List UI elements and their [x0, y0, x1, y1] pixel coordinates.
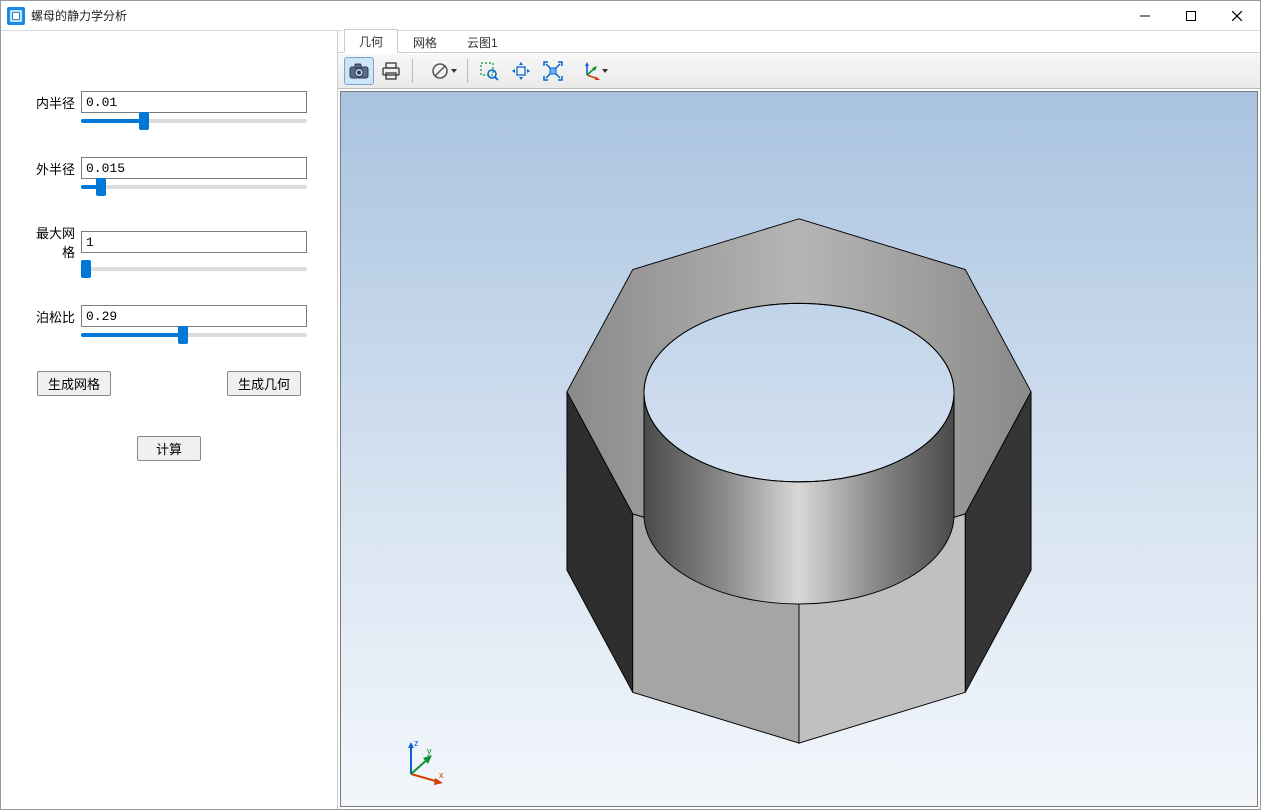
viewport-3d[interactable]: z x y [340, 91, 1258, 807]
generate-mesh-button[interactable]: 生成网格 [37, 371, 111, 396]
inner-radius-slider[interactable] [81, 119, 307, 123]
generate-geometry-button[interactable]: 生成几何 [227, 371, 301, 396]
viewport-toolbar [338, 53, 1260, 89]
toolbar-separator [467, 59, 468, 83]
axis-z-label: z [414, 738, 419, 748]
titlebar: 螺母的静力学分析 [1, 1, 1260, 31]
param-outer-radius: 外半径 [31, 157, 307, 189]
material-icon[interactable] [419, 57, 461, 85]
fit-icon[interactable] [538, 57, 568, 85]
nut-render [341, 92, 1257, 806]
poisson-slider[interactable] [81, 333, 307, 337]
axis-y-label: y [427, 746, 432, 756]
poisson-input[interactable] [81, 305, 307, 327]
tab-mesh[interactable]: 网格 [398, 30, 452, 53]
max-mesh-input[interactable] [81, 231, 307, 253]
toolbar-separator [412, 59, 413, 83]
right-pane: 几何 网格 云图1 [338, 31, 1260, 809]
outer-radius-slider[interactable] [81, 185, 307, 189]
zoom-box-icon[interactable] [474, 57, 504, 85]
tab-geometry[interactable]: 几何 [344, 29, 398, 53]
view-tabs: 几何 网格 云图1 [338, 31, 1260, 53]
param-inner-radius: 内半径 [31, 91, 307, 123]
maximize-button[interactable] [1168, 1, 1214, 31]
inner-radius-input[interactable] [81, 91, 307, 113]
param-label: 外半径 [31, 159, 81, 178]
param-max-mesh: 最大网格 [31, 223, 307, 271]
tab-cloud[interactable]: 云图1 [452, 30, 513, 53]
print-icon[interactable] [376, 57, 406, 85]
minimize-button[interactable] [1122, 1, 1168, 31]
window-buttons [1122, 1, 1260, 31]
compute-button[interactable]: 计算 [137, 436, 201, 461]
param-label: 泊松比 [31, 307, 81, 326]
axis-x-label: x [439, 770, 444, 780]
param-poisson: 泊松比 [31, 305, 307, 337]
param-label: 内半径 [31, 93, 81, 112]
outer-radius-input[interactable] [81, 157, 307, 179]
camera-icon[interactable] [344, 57, 374, 85]
generate-buttons: 生成网格 生成几何 [37, 371, 301, 396]
parameter-sidebar: 内半径 外半径 最大网格 [1, 31, 338, 809]
pan-icon[interactable] [506, 57, 536, 85]
app-icon [7, 7, 25, 25]
close-button[interactable] [1214, 1, 1260, 31]
axes-icon[interactable] [570, 57, 612, 85]
axis-gizmo: z x y [399, 736, 449, 786]
window-title: 螺母的静力学分析 [31, 7, 127, 24]
param-label: 最大网格 [31, 223, 81, 261]
max-mesh-slider[interactable] [81, 267, 307, 271]
